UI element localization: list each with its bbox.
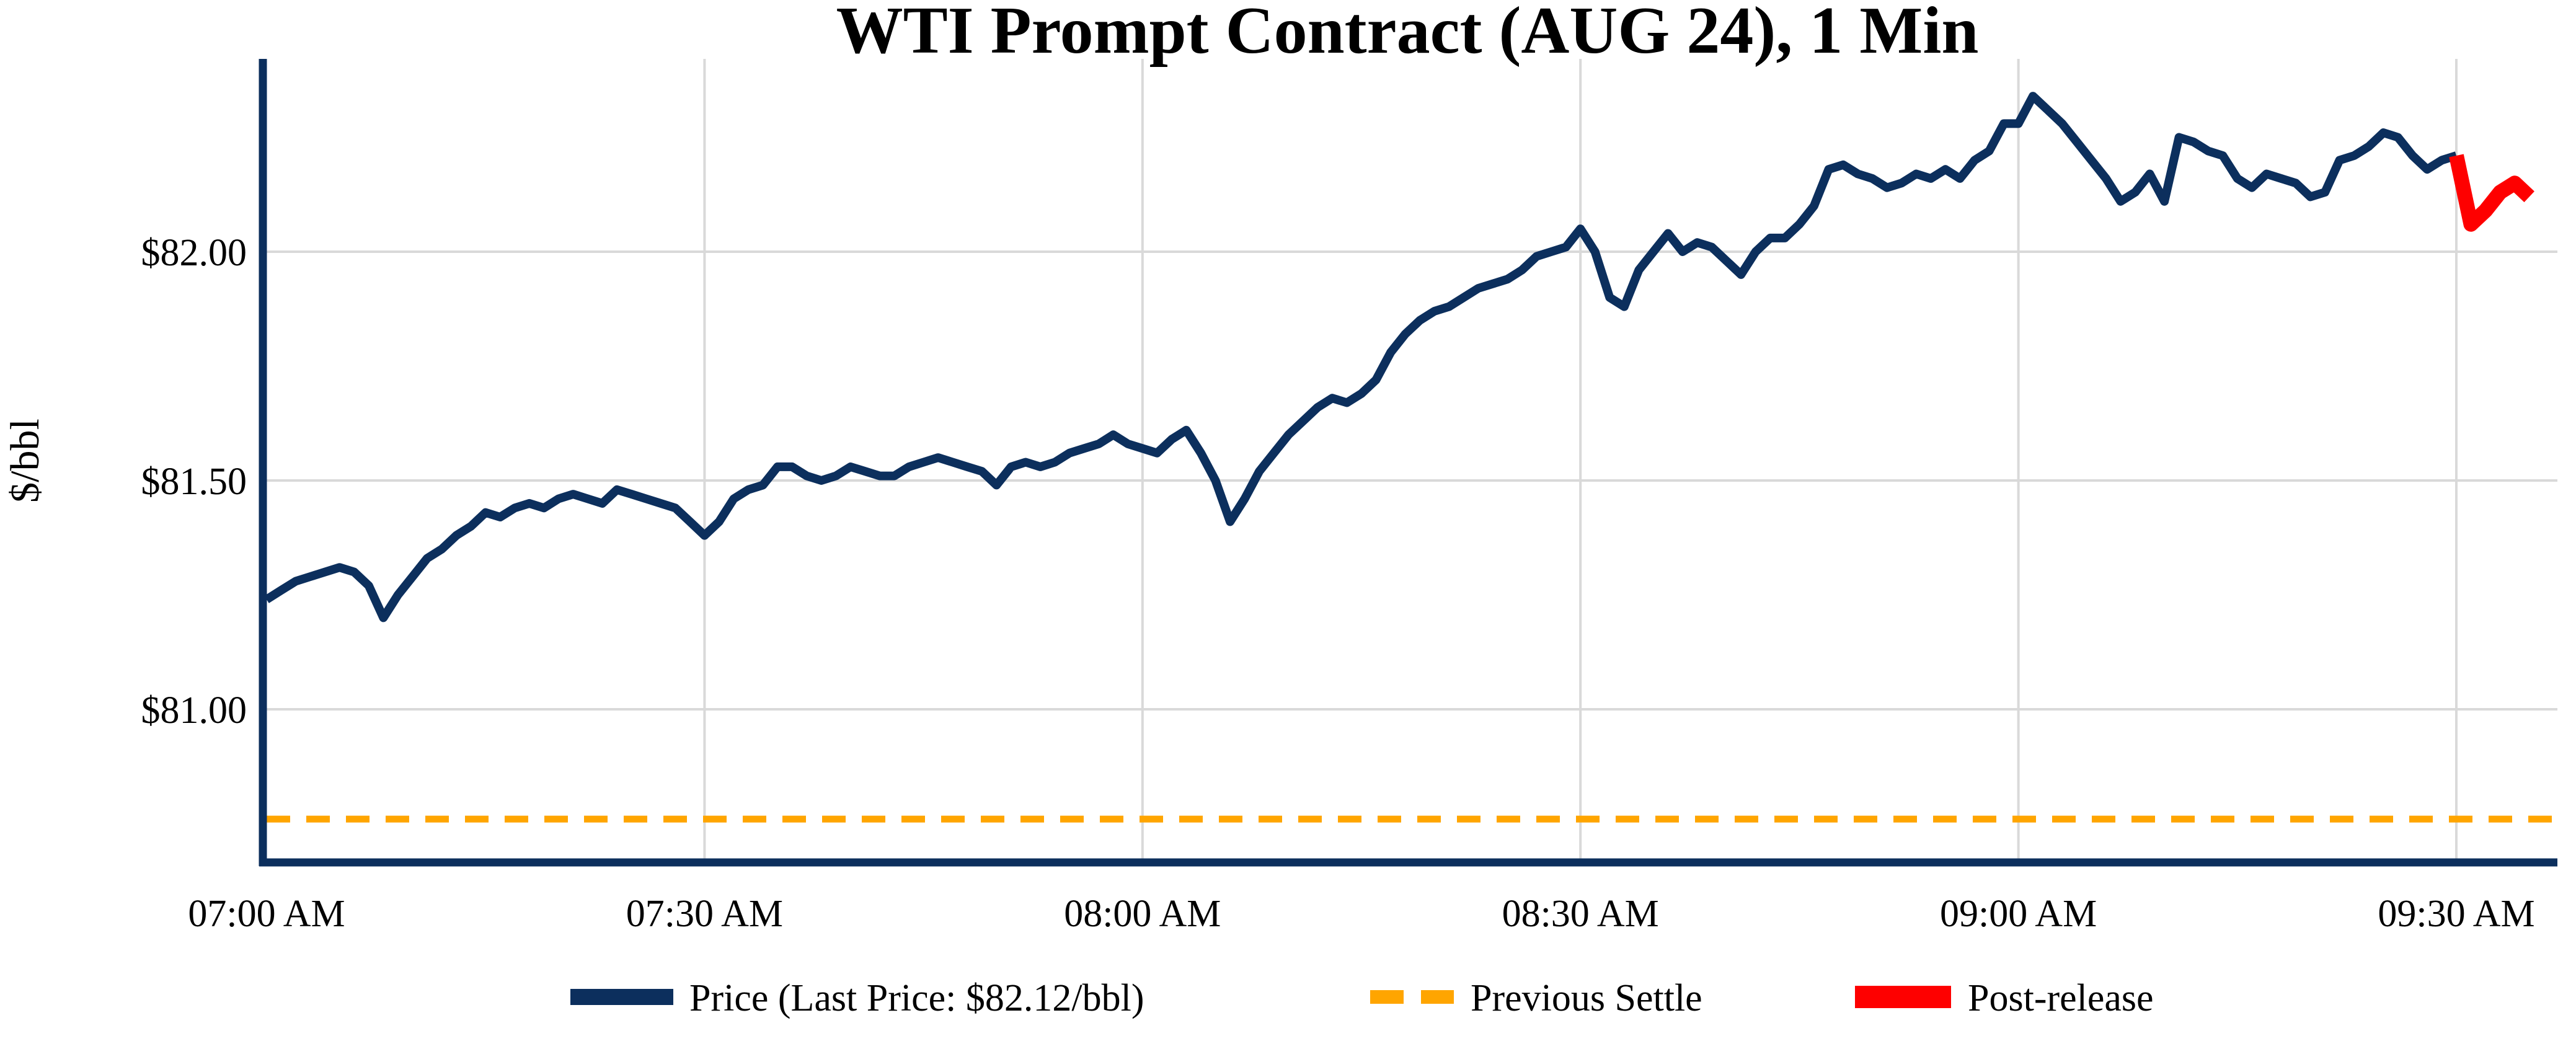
legend: Price (Last Price: $82.12/bbl) Previous S… — [570, 977, 2154, 1019]
x-tick-label: 09:00 AM — [1940, 893, 2097, 935]
y-tick-label: $82.00 — [141, 232, 247, 274]
axes-layer — [259, 59, 2557, 867]
series-layer — [264, 92, 2554, 823]
x-tick-label: 08:00 AM — [1064, 893, 1221, 935]
y-tick-label: $81.00 — [141, 689, 247, 732]
y-tick-label: $81.50 — [141, 461, 247, 503]
price-line — [264, 92, 2458, 622]
x-tick-label: 08:30 AM — [1502, 893, 1659, 935]
post-release-line — [2449, 154, 2534, 232]
chart-title: WTI Prompt Contract (AUG 24), 1 Min — [836, 0, 1979, 68]
gridlines-layer — [267, 59, 2557, 862]
previous-settle-legend-label: Previous Settle — [1471, 977, 1702, 1019]
y-axis-label: $/bbl — [2, 418, 48, 503]
x-tick-label: 07:30 AM — [626, 893, 783, 935]
post-release-legend-label: Post-release — [1968, 977, 2154, 1019]
x-tick-label: 07:00 AM — [188, 893, 345, 935]
price-legend-label: Price (Last Price: $82.12/bbl) — [689, 977, 1144, 1019]
x-tick-label: 09:30 AM — [2378, 893, 2534, 935]
tick-labels-layer: $82.00 $81.50 $81.00 07:00 AM 07:30 AM 08:00 … — [141, 232, 2535, 935]
